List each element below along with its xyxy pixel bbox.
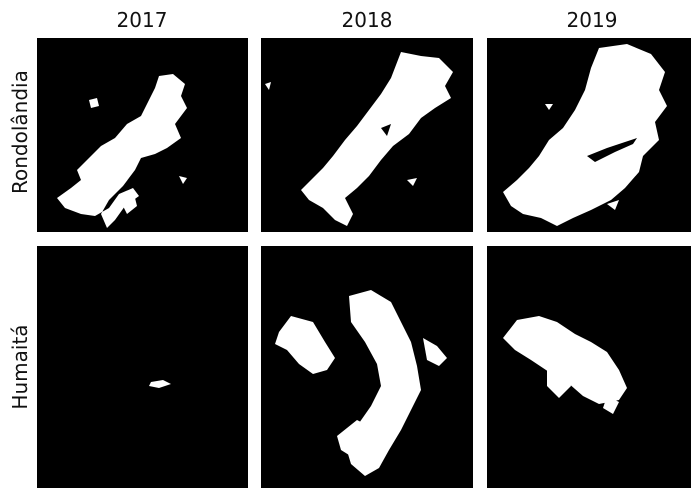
- panel-rondolandia-2019: [487, 38, 691, 232]
- panel-humaita-2018: [261, 246, 473, 488]
- panel-humaita-2019: [487, 246, 691, 488]
- column-header-2017: 2017: [116, 8, 168, 32]
- row-label-rondolandia: Rondolândia: [8, 70, 32, 194]
- row-label-humaita: Humaitá: [8, 324, 32, 410]
- column-header-2018: 2018: [341, 8, 393, 32]
- panel-humaita-2017: [37, 246, 248, 488]
- panel-rondolandia-2017: [37, 38, 248, 232]
- column-header-2019: 2019: [566, 8, 618, 32]
- panel-rondolandia-2018: [261, 38, 473, 232]
